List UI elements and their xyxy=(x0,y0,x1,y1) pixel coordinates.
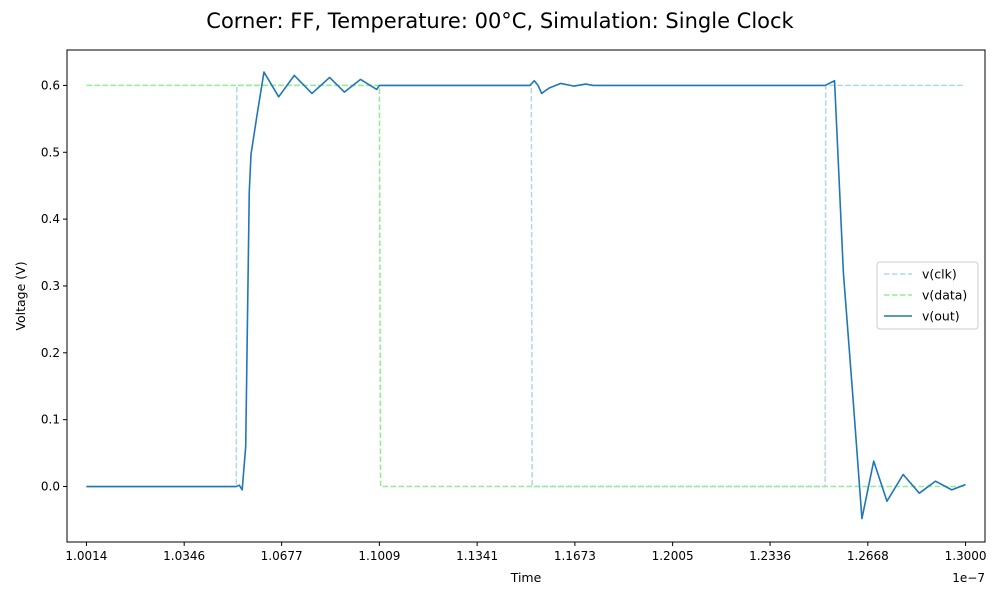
series-line-v-clk xyxy=(86,84,966,488)
x-tick-label: 1.2005 xyxy=(652,549,694,563)
x-tick-label: 1.1341 xyxy=(456,549,498,563)
legend-label: v(out) xyxy=(922,309,960,324)
y-tick-label: 0.2 xyxy=(41,346,60,360)
series-group xyxy=(86,71,966,520)
legend-label: v(data) xyxy=(922,288,967,303)
y-axis: 0.0 0.1 0.2 0.3 0.4 0.5 0.6 xyxy=(41,78,67,494)
legend-box xyxy=(876,261,979,330)
legend: v(clk) v(data) v(out) xyxy=(876,261,979,330)
legend-label: v(clk) xyxy=(922,267,957,282)
x-tick-label: 1.0677 xyxy=(261,549,303,563)
series-line-v-out xyxy=(86,71,966,520)
y-tick-label: 0.1 xyxy=(41,413,60,427)
x-tick-label: 1.1673 xyxy=(554,549,596,563)
x-tick-label: 1.1009 xyxy=(358,549,400,563)
x-axis-label: Time xyxy=(510,570,542,585)
y-tick-label: 0.5 xyxy=(41,145,60,159)
plot-area xyxy=(66,49,986,543)
x-axis-offset-text: 1e−7 xyxy=(952,571,985,585)
y-tick-label: 0.3 xyxy=(41,279,60,293)
y-axis-label: Voltage (V) xyxy=(13,261,28,330)
x-tick-label: 1.2668 xyxy=(847,549,889,563)
x-tick-label: 1.3000 xyxy=(945,549,987,563)
y-tick-label: 0.4 xyxy=(41,212,60,226)
x-tick-label: 1.2336 xyxy=(749,549,791,563)
y-tick-label: 0.0 xyxy=(41,480,60,494)
x-tick-label: 1.0014 xyxy=(65,549,107,563)
x-tick-label: 1.0346 xyxy=(163,549,205,563)
y-tick-label: 0.6 xyxy=(41,78,60,92)
chart-title: Corner: FF, Temperature: 00°C, Simulatio… xyxy=(206,9,794,33)
series-line-v-data xyxy=(86,84,966,488)
x-axis: 1.0014 1.0346 1.0677 1.1009 1.1341 1.1673 1.20… xyxy=(65,542,987,563)
